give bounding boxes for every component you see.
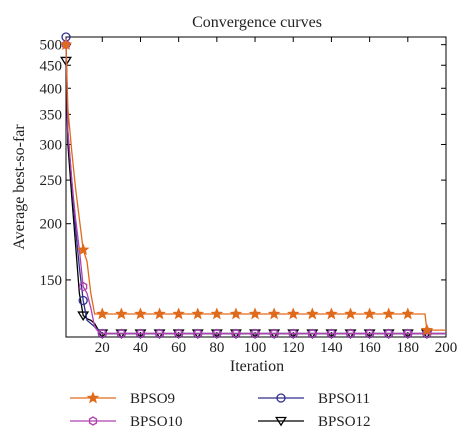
data-point-bpso9	[59, 38, 73, 50]
data-point-bpso10	[98, 328, 107, 339]
y-tick-label: 150	[40, 273, 63, 289]
x-tick-label: 140	[320, 340, 343, 356]
data-point-bpso9	[382, 307, 395, 320]
x-axis-title: Iteration	[230, 358, 284, 375]
y-tick-label: 350	[40, 107, 63, 123]
series-bpso9	[59, 38, 446, 336]
data-point-bpso9	[210, 307, 224, 320]
legend-item-bpso9: BPSO9	[70, 391, 175, 407]
data-point-bpso9	[248, 307, 262, 320]
y-tick-label: 450	[40, 58, 63, 74]
data-point-bpso10	[327, 328, 336, 339]
data-point-bpso10	[384, 328, 393, 339]
x-tick-label: 20	[95, 340, 110, 356]
series-line-bpso12	[65, 60, 446, 335]
legend-item-bpso10: BPSO10	[70, 414, 183, 430]
series-line-bpso9	[65, 44, 446, 331]
x-tick-label: 180	[397, 340, 420, 356]
legend-marker-bpso9	[86, 391, 100, 404]
legend-marker-bpso10	[88, 416, 98, 426]
legend-item-bpso11: BPSO11	[258, 391, 370, 407]
x-tick-label: 40	[133, 340, 148, 356]
data-point-bpso10	[289, 328, 298, 339]
data-point-bpso10	[155, 328, 164, 339]
data-point-bpso10	[365, 328, 374, 339]
data-point-bpso10	[346, 328, 355, 339]
data-point-bpso10	[212, 328, 221, 339]
legend: BPSO9 BPSO10 BPSO11 BPSO12	[70, 391, 371, 430]
x-tick-label: 80	[209, 340, 224, 356]
y-tick-label: 500	[40, 38, 63, 54]
data-point-bpso9	[325, 307, 338, 320]
legend-item-bpso12: BPSO12	[258, 414, 371, 430]
chart-title: Convergence curves	[192, 14, 322, 31]
data-point-bpso9	[134, 307, 147, 320]
data-point-bpso9	[172, 307, 185, 320]
plot-frame	[65, 36, 447, 338]
data-point-bpso9	[96, 307, 109, 320]
data-point-bpso9	[76, 243, 90, 256]
data-point-bpso9	[191, 307, 205, 320]
plot-area: 20 40 60 80 100 120 140 160 180 200 150 200 250 300 35…	[40, 32, 458, 356]
data-point-bpso10	[136, 328, 145, 339]
data-point-bpso10	[193, 328, 202, 339]
x-tick-label: 100	[244, 340, 267, 356]
data-point-bpso9	[153, 307, 166, 320]
y-tick-label: 400	[40, 81, 63, 97]
y-tick-label: 300	[40, 137, 63, 153]
data-point-bpso9	[401, 307, 415, 320]
x-tick-label: 160	[358, 340, 381, 356]
y-tick-label: 200	[40, 217, 63, 233]
data-point-bpso10	[231, 328, 241, 339]
data-point-bpso9	[286, 307, 300, 320]
series-bpso10	[61, 39, 446, 339]
data-point-bpso10	[117, 328, 126, 339]
series-bpso11	[61, 32, 446, 339]
data-point-bpso9	[229, 307, 243, 320]
series-line-bpso11	[65, 36, 446, 335]
y-tick-label: 250	[40, 173, 63, 189]
data-point-bpso9	[363, 307, 376, 320]
legend-label-bpso9: BPSO9	[130, 391, 175, 407]
legend-label-bpso10: BPSO10	[130, 414, 183, 430]
legend-marker-bpso11	[276, 393, 286, 403]
data-point-bpso9	[344, 307, 357, 320]
data-point-bpso10	[79, 281, 88, 292]
data-point-bpso10	[270, 328, 279, 339]
series-line-bpso10	[65, 44, 446, 335]
data-point-bpso9	[115, 307, 128, 320]
data-point-bpso9	[306, 307, 319, 320]
legend-label-bpso12: BPSO12	[318, 414, 371, 430]
data-point-bpso11	[78, 295, 88, 306]
legend-label-bpso11: BPSO11	[318, 391, 370, 407]
series-bpso12	[60, 56, 446, 339]
data-point-bpso10	[174, 328, 183, 339]
data-point-bpso10	[403, 328, 412, 339]
y-axis-title: Average best-so-far	[11, 124, 28, 250]
x-tick-label: 200	[435, 340, 458, 356]
data-point-bpso10	[422, 328, 432, 339]
x-tick-label: 120	[282, 340, 305, 356]
data-point-bpso9	[267, 307, 281, 320]
x-tick-label: 60	[171, 340, 186, 356]
legend-marker-bpso12	[275, 416, 287, 427]
data-point-bpso10	[250, 328, 260, 339]
data-point-bpso10	[308, 328, 317, 339]
data-point-bpso9	[420, 323, 434, 336]
